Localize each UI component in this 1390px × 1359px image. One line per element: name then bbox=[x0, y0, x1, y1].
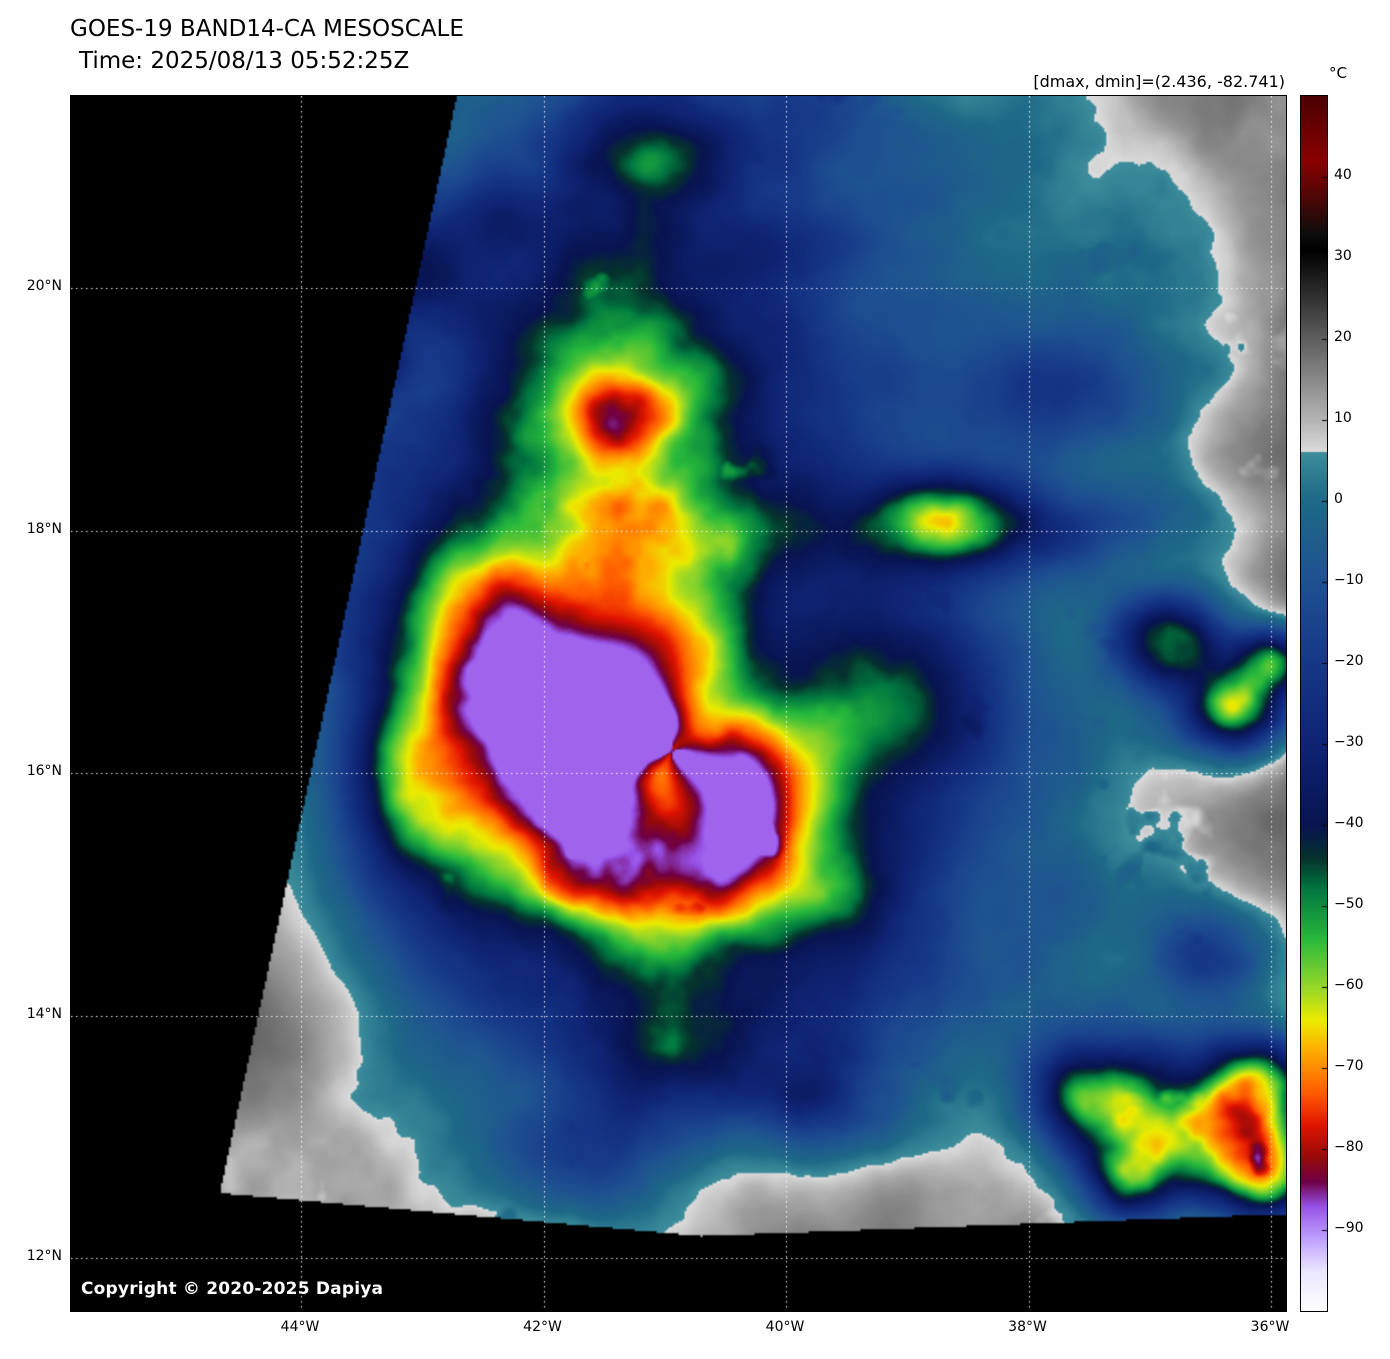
lat-tick-label: 12°N bbox=[26, 1248, 62, 1264]
colorbar-tick-label: 20 bbox=[1334, 329, 1352, 345]
colorbar-gradient-canvas bbox=[1301, 96, 1327, 1311]
copyright-text: Copyright © 2020-2025 Dapiya bbox=[81, 1279, 384, 1299]
colorbar-tick-label: 0 bbox=[1334, 491, 1343, 507]
colorbar-tick-label: 40 bbox=[1334, 167, 1352, 183]
lon-tick-label: 44°W bbox=[280, 1319, 320, 1335]
lat-tick-label: 14°N bbox=[26, 1005, 62, 1022]
colorbar-tick-label: −90 bbox=[1334, 1220, 1364, 1236]
lat-tick-label: 18°N bbox=[26, 520, 62, 537]
colorbar-tick-label: −70 bbox=[1334, 1058, 1364, 1074]
product-timestamp: Time: 2025/08/13 05:52:25Z bbox=[79, 48, 410, 74]
colorbar-tick-label: −10 bbox=[1334, 572, 1364, 588]
lon-tick-label: 42°W bbox=[523, 1319, 562, 1335]
colorbar-tick-label: −60 bbox=[1334, 977, 1364, 993]
satellite-map: Copyright © 2020-2025 Dapiya bbox=[70, 95, 1287, 1312]
lon-tick-label: 40°W bbox=[765, 1319, 805, 1335]
temperature-colorbar bbox=[1300, 95, 1328, 1312]
dmax-dmin-readout: [dmax, dmin]=(2.436, -82.741) bbox=[1033, 72, 1285, 91]
colorbar-tick-label: −30 bbox=[1334, 734, 1364, 750]
colorbar-tick-label: 30 bbox=[1334, 248, 1352, 264]
colorbar-tick-label: −40 bbox=[1334, 815, 1364, 831]
lon-tick-label: 38°W bbox=[1008, 1319, 1047, 1335]
lon-tick-label: 36°W bbox=[1250, 1319, 1290, 1335]
colorbar-tick-label: 10 bbox=[1334, 410, 1352, 426]
colorbar-tick-label: −80 bbox=[1334, 1139, 1364, 1155]
latlon-gridlines-canvas bbox=[71, 96, 1286, 1311]
colorbar-unit-label: °C bbox=[1329, 64, 1347, 82]
lat-tick-label: 20°N bbox=[26, 278, 62, 294]
colorbar-tick-label: −20 bbox=[1334, 653, 1364, 669]
lat-tick-label: 16°N bbox=[26, 763, 62, 779]
product-title: GOES-19 BAND14-CA MESOSCALE bbox=[70, 16, 464, 42]
colorbar-tick-label: −50 bbox=[1334, 896, 1364, 912]
